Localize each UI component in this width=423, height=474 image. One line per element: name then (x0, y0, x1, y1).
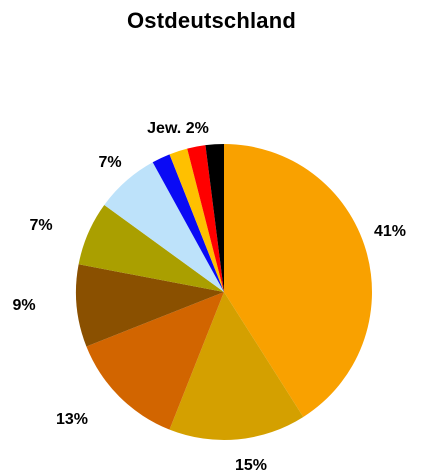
slice-label-5: 7% (29, 217, 52, 234)
slice-label-4: 9% (12, 297, 35, 314)
chart-title: Ostdeutschland (126, 8, 297, 33)
pie-slice-3 (86, 292, 224, 430)
pie-slice-8 (169, 148, 224, 292)
slice-label-3: 13% (56, 411, 88, 428)
pie-slice-4 (75, 264, 224, 347)
pie-slice-7 (152, 154, 224, 292)
pie-slice-6 (104, 162, 224, 292)
slice-label-1: 41% (374, 223, 406, 240)
pie-labels: 41% 15% 13% 9% 7% 7% Jew. 2% (12, 120, 406, 474)
pie-slice-2 (169, 292, 304, 441)
slice-label-2: 15% (235, 457, 267, 474)
pie-slice-5 (78, 205, 225, 292)
slice-group-label: Jew. 2% (147, 120, 209, 137)
pie-slices (75, 144, 372, 441)
pie-slice-1 (224, 144, 372, 417)
pie-slice-9 (187, 145, 224, 292)
slice-label-6: 7% (98, 154, 121, 171)
pie-slice-10 (205, 144, 224, 292)
